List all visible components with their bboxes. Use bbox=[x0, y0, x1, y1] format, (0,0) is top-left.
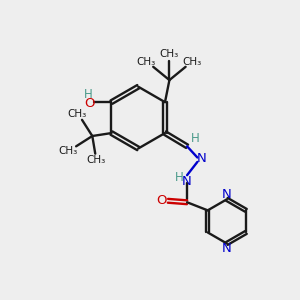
Text: O: O bbox=[84, 97, 94, 110]
Text: CH₃: CH₃ bbox=[183, 57, 202, 68]
Text: CH₃: CH₃ bbox=[58, 146, 78, 156]
Text: O: O bbox=[156, 194, 167, 207]
Text: H: H bbox=[84, 88, 93, 101]
Text: N: N bbox=[222, 242, 232, 255]
Text: N: N bbox=[182, 175, 192, 188]
Text: CH₃: CH₃ bbox=[137, 57, 156, 68]
Text: CH₃: CH₃ bbox=[160, 49, 179, 58]
Text: CH₃: CH₃ bbox=[68, 109, 87, 119]
Text: H: H bbox=[191, 132, 200, 145]
Text: N: N bbox=[222, 188, 232, 200]
Text: N: N bbox=[197, 152, 207, 165]
Text: H: H bbox=[175, 171, 183, 184]
Text: CH₃: CH₃ bbox=[86, 155, 106, 166]
